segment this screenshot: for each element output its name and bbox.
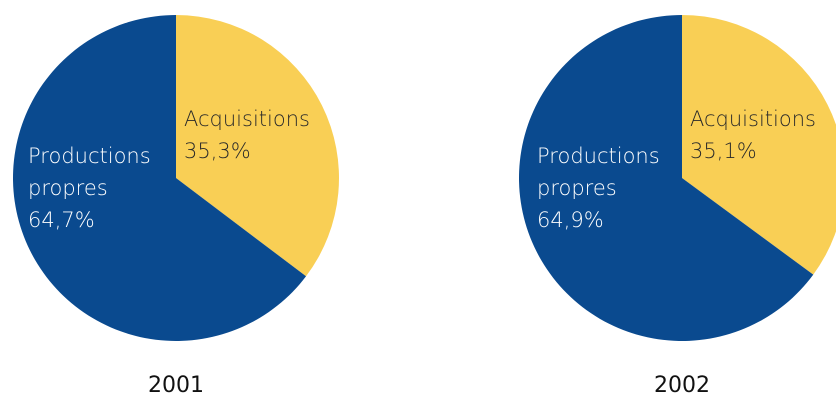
slice-name-line: propres — [537, 176, 617, 200]
slice-value: 35,1% — [690, 139, 757, 163]
pie-chart-2001: Acquisitions 35,3% Productions propres 64,7%… — [12, 15, 339, 398]
pie-caption: 2001 — [148, 373, 204, 398]
slice-value: 35,3% — [184, 139, 251, 163]
slice-label-productions-propres: Productions propres 64,9% — [537, 144, 660, 232]
pie-slice-productions-propres — [12, 15, 307, 341]
pie-slice-acquisitions — [176, 15, 339, 277]
slice-value: 64,7% — [28, 208, 95, 232]
slice-name-line: Productions — [537, 144, 660, 168]
pie-slice-acquisitions — [682, 15, 836, 275]
pie-chart-2002: Acquisitions 35,1% Productions propres 64,9%… — [519, 15, 836, 398]
slice-value: 64,9% — [537, 208, 604, 232]
slice-label-acquisitions: Acquisitions 35,1% — [690, 107, 816, 163]
slice-label-productions-propres: Productions propres 64,7% — [28, 144, 151, 232]
slice-name-line: Acquisitions — [184, 107, 310, 131]
slice-name-line: propres — [28, 176, 108, 200]
slice-label-acquisitions: Acquisitions 35,3% — [184, 107, 310, 163]
slice-name-line: Productions — [28, 144, 151, 168]
pie-caption: 2002 — [654, 373, 710, 398]
pie-slice-productions-propres — [519, 15, 814, 341]
slice-name-line: Acquisitions — [690, 107, 816, 131]
